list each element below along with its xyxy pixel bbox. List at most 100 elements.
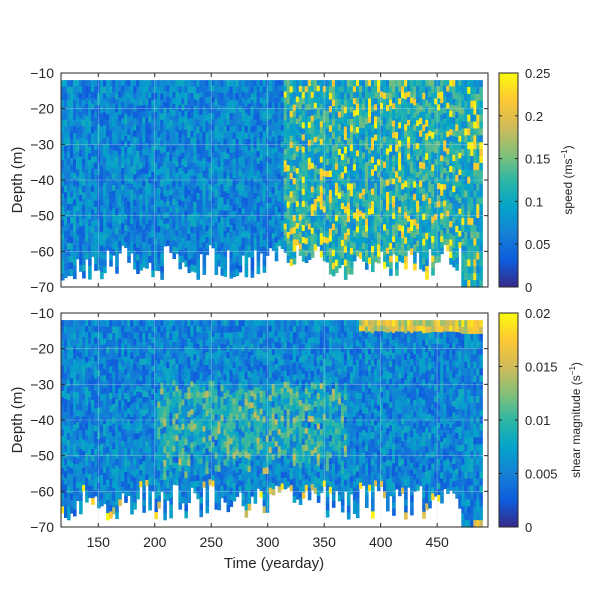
heatmap-cell	[316, 163, 321, 170]
heatmap-cell	[79, 220, 83, 228]
heatmap-cell	[277, 118, 282, 125]
heatmap-cell	[61, 173, 65, 181]
heatmap-cell	[205, 126, 210, 134]
heatmap-cell	[452, 136, 456, 143]
heatmap-cell	[208, 156, 213, 163]
heatmap-cell	[455, 111, 459, 119]
heatmap-cell	[274, 194, 279, 202]
heatmap-cell	[112, 500, 116, 508]
heatmap-cell	[232, 237, 237, 245]
heatmap-cell	[127, 378, 131, 385]
heatmap-cell	[70, 339, 74, 347]
heatmap-cell	[253, 125, 258, 132]
heatmap-cell	[404, 187, 408, 194]
heatmap-cell	[455, 118, 459, 125]
heatmap-cell	[410, 184, 414, 191]
heatmap-cell	[220, 80, 225, 88]
heatmap-cell	[175, 207, 179, 214]
heatmap-cell	[76, 494, 80, 501]
heatmap-cell	[142, 161, 146, 168]
heatmap-cell	[307, 235, 312, 243]
heatmap-cell	[343, 166, 348, 174]
heatmap-cell	[172, 240, 176, 248]
heatmap-cell	[316, 240, 321, 247]
heatmap-cell	[88, 80, 92, 88]
heatmap-cell	[61, 133, 65, 141]
heatmap-cell	[449, 159, 453, 167]
heatmap-cell	[476, 224, 480, 233]
heatmap-cell	[115, 379, 119, 387]
heatmap-cell	[106, 393, 110, 401]
heatmap-cell	[193, 227, 197, 235]
heatmap-cell	[259, 149, 264, 156]
heatmap-cell	[70, 326, 74, 334]
heatmap-cell	[67, 197, 71, 205]
heatmap-cell	[148, 237, 152, 245]
heatmap-cell	[76, 181, 80, 188]
heatmap-cell	[319, 209, 324, 217]
heatmap-cell	[295, 223, 300, 230]
heatmap-cell	[340, 209, 345, 216]
heatmap-cell	[374, 225, 378, 232]
heatmap-cell	[130, 172, 134, 179]
heatmap-cell	[199, 149, 203, 156]
heatmap-cell	[277, 173, 282, 180]
heatmap-cell	[91, 91, 95, 99]
heatmap-cell	[401, 110, 405, 118]
heatmap-cell	[106, 142, 110, 149]
heatmap-cell	[106, 326, 110, 335]
heatmap-cell	[410, 236, 414, 244]
heatmap-cell	[380, 137, 384, 144]
heatmap-cell	[392, 109, 396, 116]
heatmap-cell	[262, 259, 267, 267]
heatmap-cell	[70, 493, 74, 501]
heatmap-cell	[199, 172, 203, 180]
heatmap-cell	[392, 97, 396, 104]
heatmap-cell	[473, 204, 477, 212]
heatmap-cell	[371, 124, 375, 132]
heatmap-cell	[202, 86, 207, 94]
heatmap-cell	[217, 179, 222, 187]
heatmap-cell	[452, 192, 456, 199]
heatmap-cell	[365, 244, 369, 251]
heatmap-cell	[340, 86, 345, 93]
heatmap-cell	[67, 506, 71, 514]
heatmap-cell	[295, 195, 300, 202]
heatmap-cell	[109, 366, 113, 374]
speed-colorbar-box	[498, 72, 519, 288]
heatmap-cell	[401, 86, 405, 93]
heatmap-cell	[226, 181, 231, 189]
heatmap-cell	[467, 121, 471, 129]
heatmap-cell	[455, 181, 459, 189]
heatmap-cell	[380, 182, 384, 190]
heatmap-cell	[67, 360, 71, 368]
heatmap-cell	[431, 197, 435, 205]
heatmap-cell	[175, 109, 179, 116]
heatmap-cell	[310, 127, 315, 134]
heatmap-cell	[377, 195, 381, 203]
heatmap-cell	[97, 395, 101, 403]
heatmap-cell	[274, 170, 279, 177]
heatmap-cell	[130, 481, 134, 489]
heatmap-cell	[139, 137, 143, 144]
heatmap-cell	[223, 165, 228, 173]
heatmap-cell	[319, 97, 324, 105]
heatmap-cell	[368, 202, 372, 210]
heatmap-cell	[337, 230, 342, 238]
heatmap-cell	[94, 413, 98, 421]
heatmap-cell	[220, 210, 225, 218]
heatmap-cell	[106, 486, 110, 494]
heatmap-cell	[280, 226, 285, 233]
heatmap-cell	[127, 454, 131, 461]
heatmap-cell	[148, 152, 152, 160]
heatmap-cell	[133, 231, 137, 238]
heatmap-cell	[85, 223, 89, 230]
heatmap-cell	[352, 164, 357, 171]
heatmap-cell	[178, 256, 182, 263]
heatmap-cell	[70, 86, 74, 94]
heatmap-cell	[479, 107, 483, 116]
heatmap-cell	[365, 199, 369, 207]
heatmap-cell	[464, 190, 468, 198]
heatmap-cell	[440, 224, 444, 231]
heatmap-cell	[256, 183, 261, 191]
